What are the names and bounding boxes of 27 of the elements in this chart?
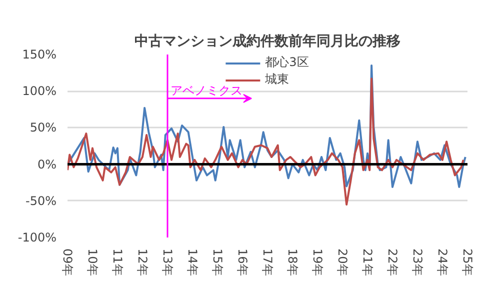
x-tick-label: 13年 [160,248,174,276]
x-tick-label: 17年 [260,248,274,276]
y-tick-label: 0% [37,157,57,172]
x-tick-label: 14年 [185,248,200,276]
y-tick-label: -100% [18,230,57,244]
x-tick-label: 23年 [410,248,424,276]
x-tick-label: 22年 [385,248,400,276]
x-tick-label: 18年 [285,248,300,276]
x-tick-label: 20年 [335,248,350,276]
x-tick-label: 19年 [310,248,324,276]
x-tick-label: 11年 [110,248,124,276]
x-tick-label: 24年 [435,248,450,276]
x-tick-label: 16年 [235,248,250,276]
chart-title: 中古マンション成約件数前年同月比の推移 [134,34,400,50]
x-tick-label: 21年 [360,248,374,276]
legend-label: 都心3区 [265,54,309,71]
x-tick-label: 15年 [210,248,224,276]
x-tick-label: 12年 [135,248,150,276]
y-tick-label: 100% [22,84,57,98]
y-tick-label: -50% [26,194,57,208]
x-tick-label: 10年 [85,248,100,276]
ref-line-label: アベノミクス [170,83,242,98]
x-tick-label: 25年 [460,248,474,276]
y-tick-label: 150% [22,48,57,62]
legend-label: 城東 [265,71,290,88]
y-tick-label: 50% [30,120,56,135]
x-tick-label: 09年 [60,248,74,276]
